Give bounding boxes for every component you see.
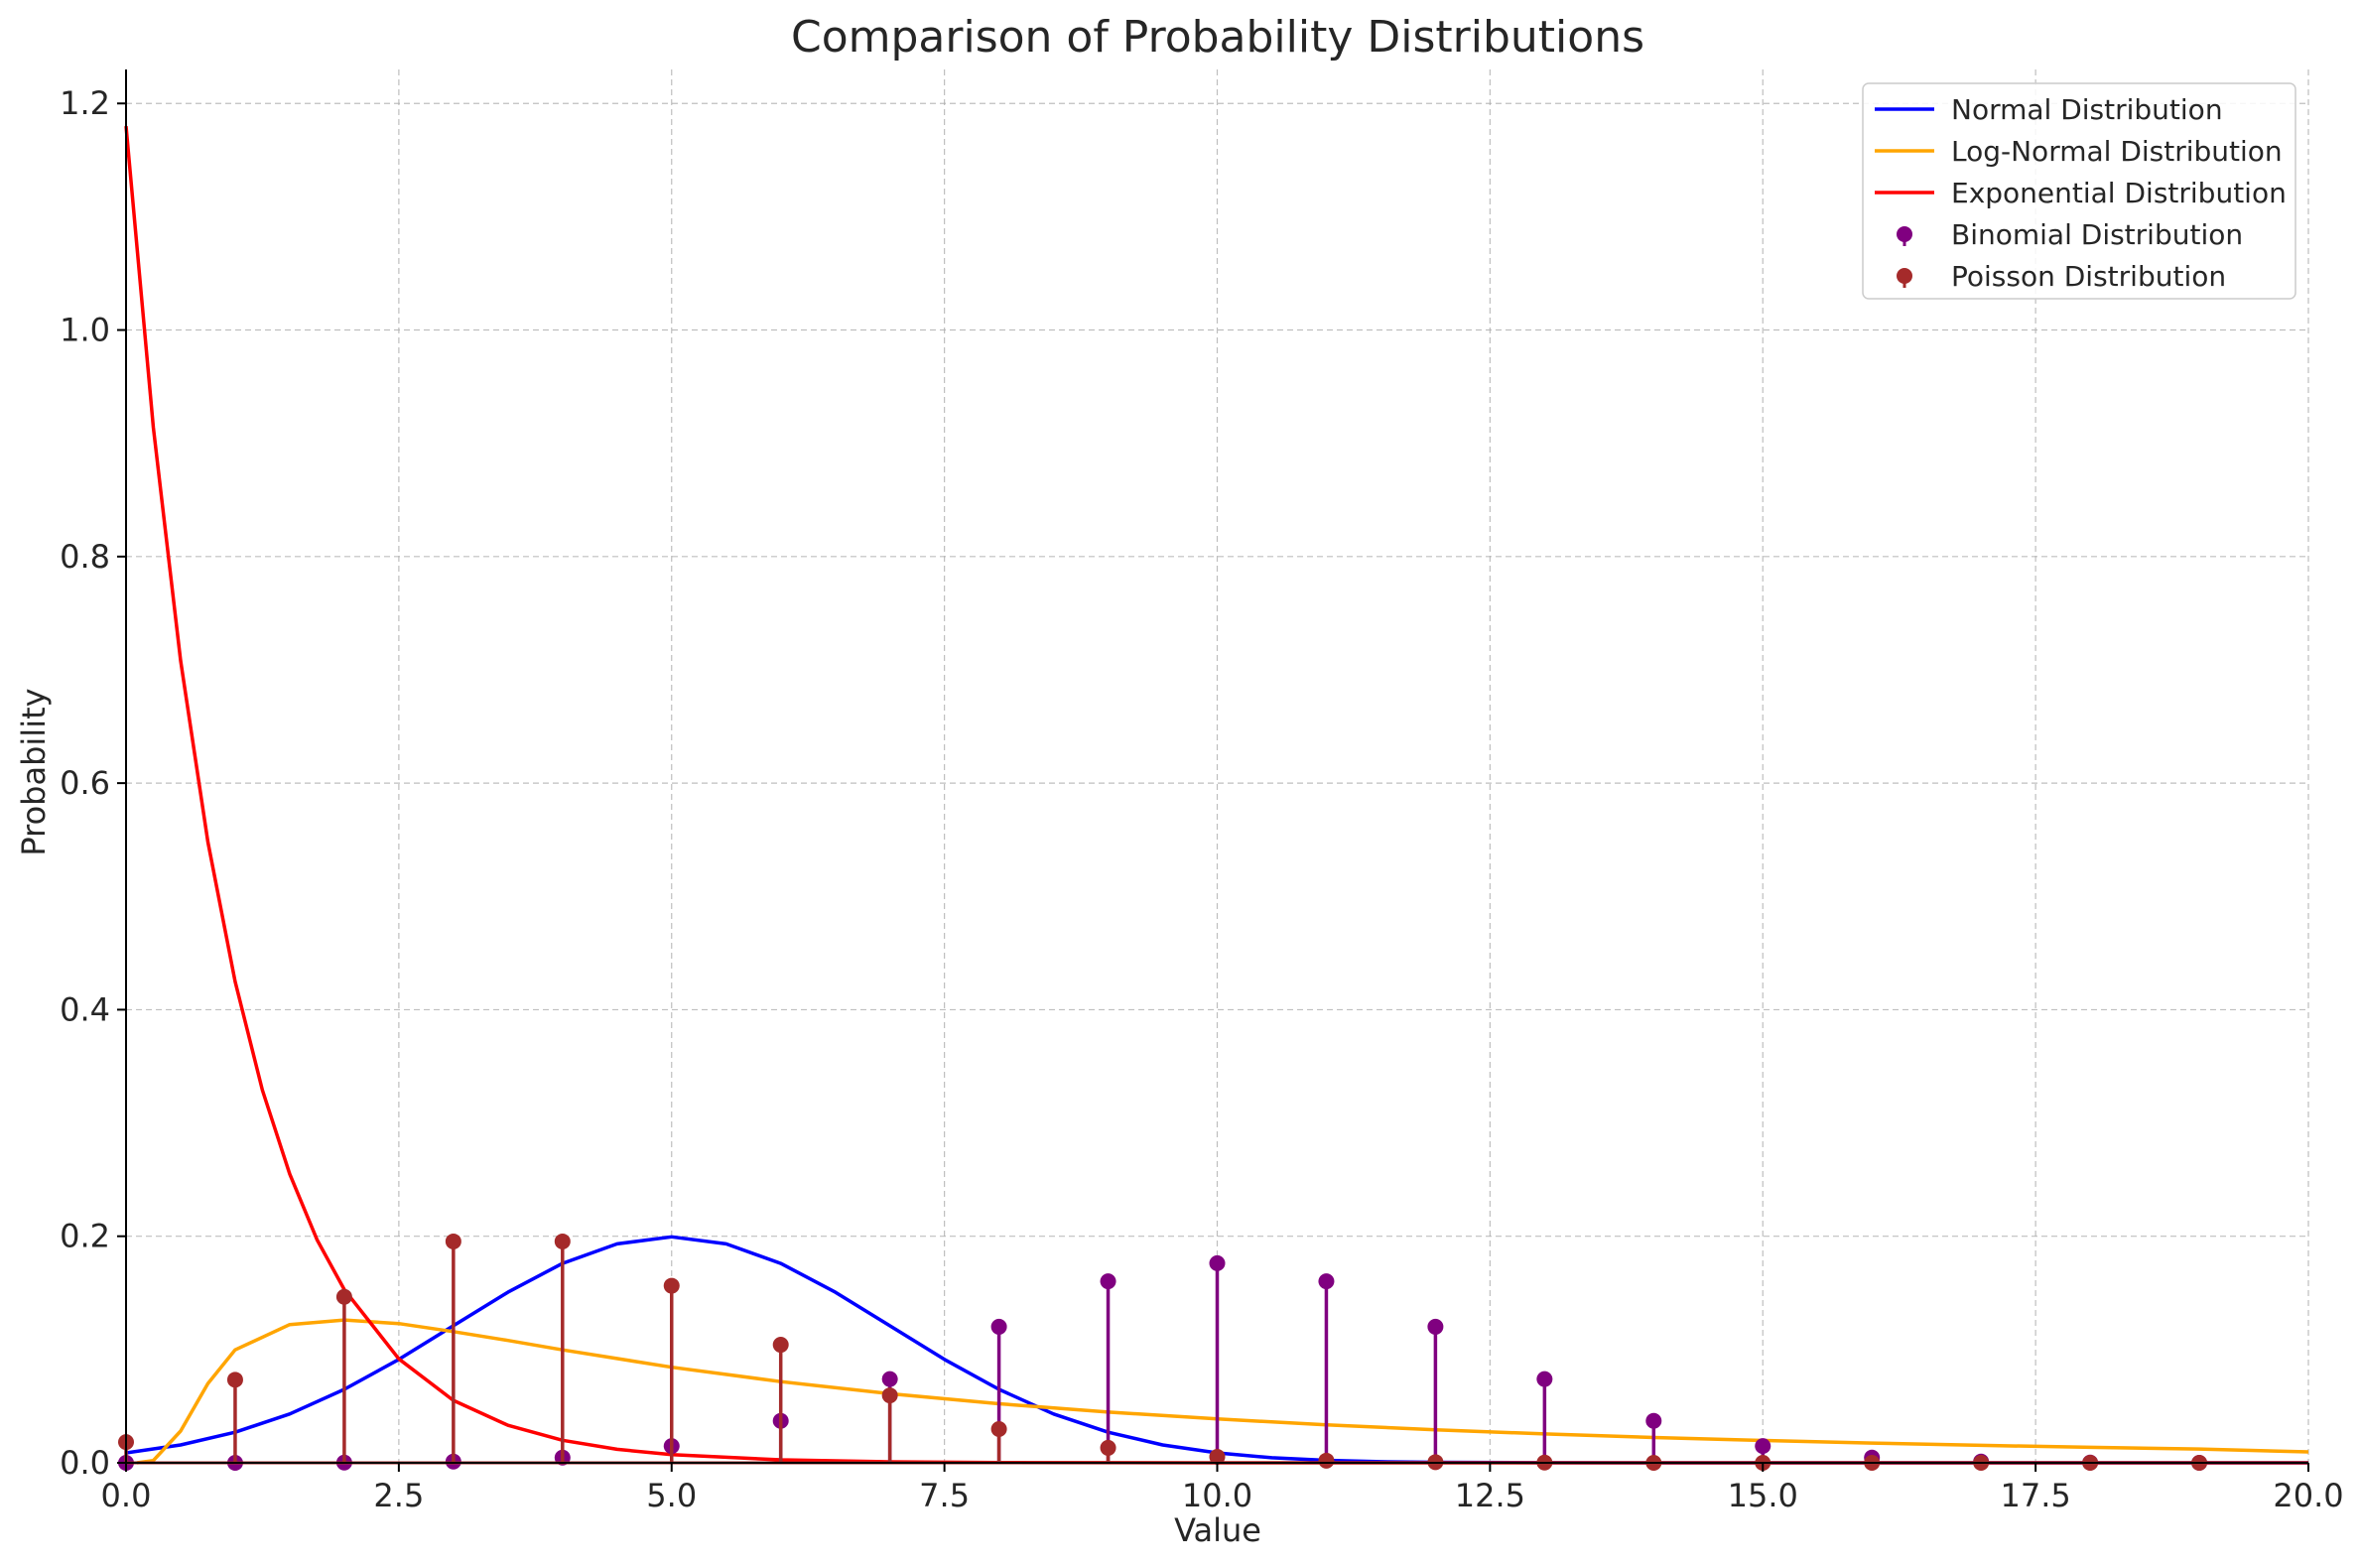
stem-marker — [335, 1288, 352, 1305]
legend-swatch — [1897, 226, 1912, 242]
legend-label: Log-Normal Distribution — [1951, 135, 2283, 168]
stem-marker — [881, 1371, 898, 1387]
series-normal-distribution — [125, 1235, 2308, 1465]
x-tick-label: 12.5 — [1455, 1477, 1525, 1514]
legend-label: Binomial Distribution — [1951, 218, 2243, 251]
y-tick-label: 0.4 — [60, 990, 110, 1028]
x-tick-label: 15.0 — [1728, 1477, 1798, 1514]
legend: Normal Distribution Log-Normal Distributi… — [1862, 82, 2296, 300]
x-tick-label: 2.5 — [373, 1477, 424, 1514]
stem-marker — [990, 1420, 1007, 1437]
series-line — [136, 1318, 2309, 1465]
stem-marker — [1427, 1318, 1444, 1335]
stem-marker — [1755, 1438, 1771, 1455]
stem-marker — [554, 1233, 571, 1249]
y-tick-label: 0.2 — [60, 1218, 110, 1255]
stem-marker — [1318, 1452, 1335, 1469]
x-tick-label: 10.0 — [1182, 1477, 1252, 1514]
series-binomial-distribution — [118, 1254, 2308, 1471]
stem-marker — [1645, 1412, 1662, 1429]
series-line — [125, 1235, 2308, 1465]
stem-marker — [445, 1233, 461, 1249]
stem-marker — [772, 1337, 789, 1354]
legend-label: Exponential Distribution — [1951, 177, 2287, 209]
ticks: 0.0 2.5 5.0 7.5 10.0 12.5 15.0 17.5 20.0 0.0 0.2 0.… — [60, 84, 2344, 1514]
x-axis-label: Value — [1174, 1511, 1261, 1549]
legend-box — [1862, 82, 2296, 300]
stem-marker — [1209, 1448, 1226, 1465]
legend-item: Poisson Distribution — [1897, 260, 2226, 293]
legend-swatch — [1897, 268, 1912, 284]
stem-marker — [1318, 1273, 1335, 1290]
stem-marker — [1100, 1273, 1116, 1290]
legend-item: Exponential Distribution — [1875, 177, 2287, 209]
legend-item: Binomial Distribution — [1897, 218, 2243, 251]
chart-title: Comparison of Probability Distributions — [791, 12, 1644, 63]
stem-marker — [990, 1318, 1007, 1335]
series-layer — [118, 125, 2309, 1471]
y-axis-label: Probability — [15, 688, 53, 855]
legend-item: Normal Distribution — [1875, 93, 2223, 126]
y-tick-label: 0.0 — [60, 1444, 110, 1482]
legend-label: Poisson Distribution — [1951, 260, 2226, 293]
x-tick-label: 0.0 — [101, 1477, 152, 1514]
y-tick-label: 1.2 — [60, 84, 110, 122]
x-tick-label: 20.0 — [2273, 1477, 2343, 1514]
stem-marker — [881, 1387, 898, 1404]
series-log-normal-distribution — [136, 1318, 2309, 1465]
y-tick-label: 0.6 — [60, 764, 110, 802]
legend-item: Log-Normal Distribution — [1875, 135, 2283, 168]
legend-label: Normal Distribution — [1951, 93, 2223, 126]
stem-marker — [663, 1277, 680, 1294]
stem-marker — [1100, 1439, 1116, 1456]
x-tick-label: 5.0 — [646, 1477, 697, 1514]
y-tick-label: 0.8 — [60, 538, 110, 576]
x-tick-label: 17.5 — [2001, 1477, 2071, 1514]
y-tick-label: 1.0 — [60, 312, 110, 349]
stem-marker — [226, 1372, 243, 1388]
stem-marker — [1536, 1371, 1553, 1387]
stem-marker — [1209, 1254, 1226, 1271]
x-tick-label: 7.5 — [919, 1477, 970, 1514]
